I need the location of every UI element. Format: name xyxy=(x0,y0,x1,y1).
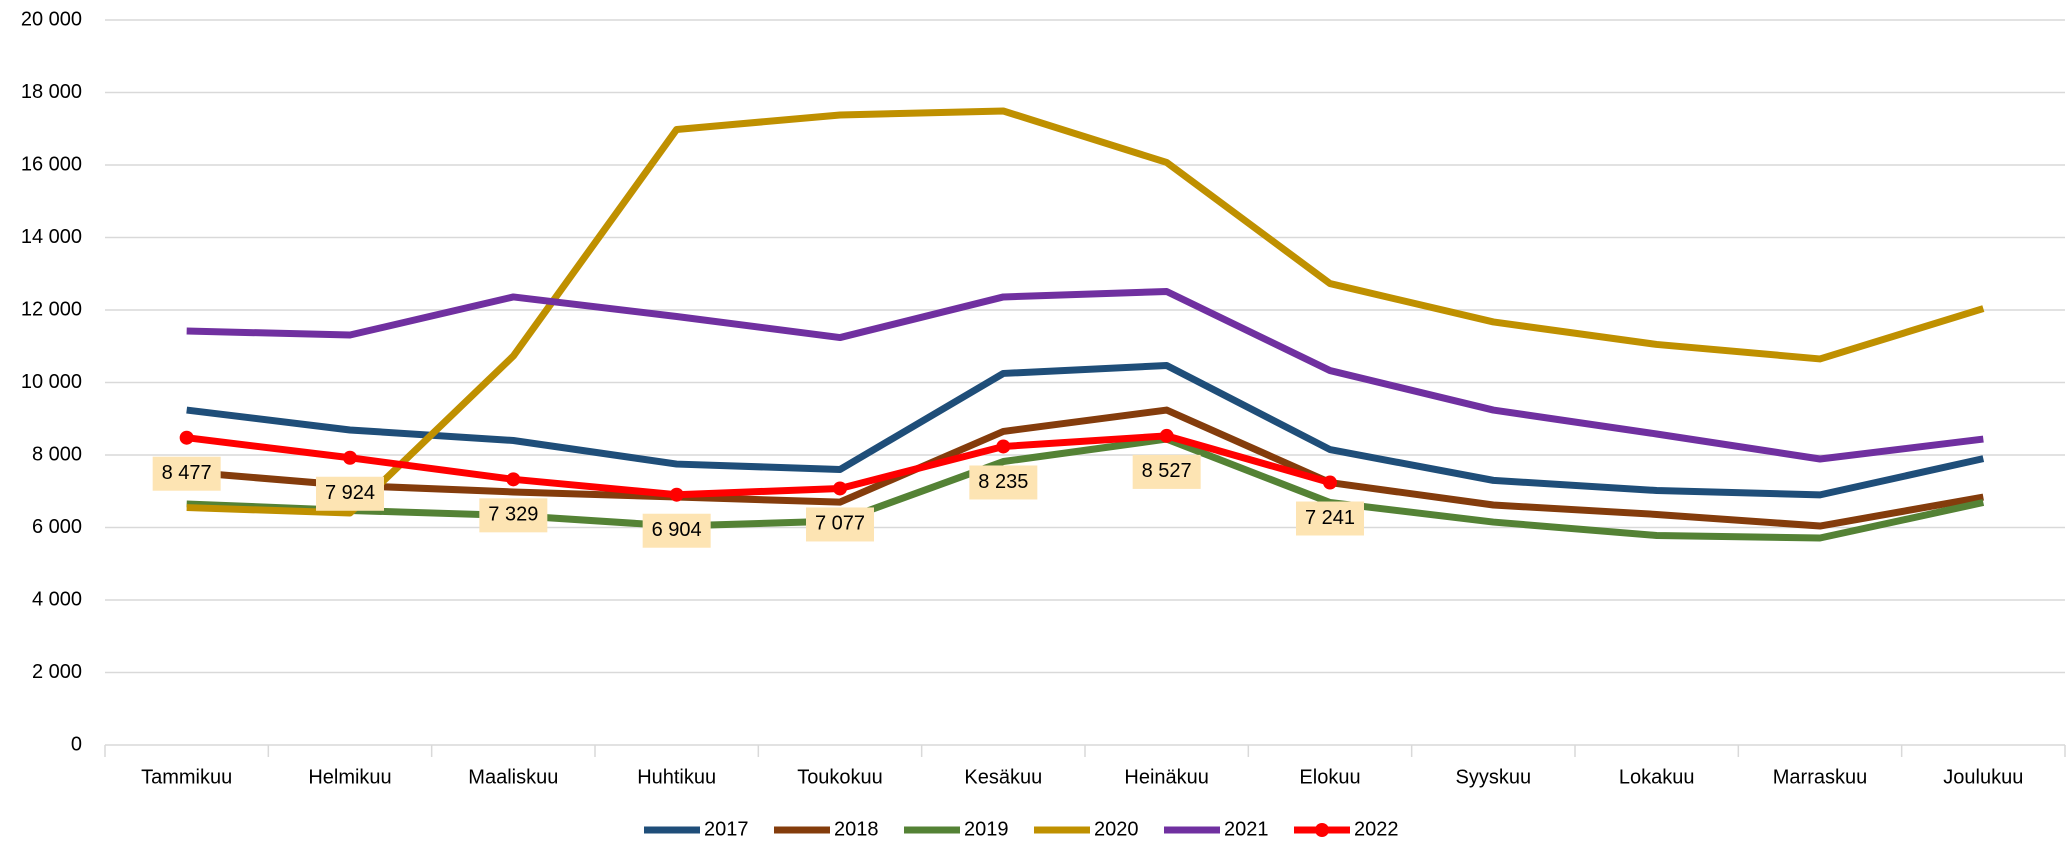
x-tick-label: Heinäkuu xyxy=(1124,766,1209,788)
data-label: 7 241 xyxy=(1305,507,1355,529)
data-label: 8 477 xyxy=(162,462,212,484)
y-tick-label: 16 000 xyxy=(21,153,82,175)
series-line xyxy=(186,432,1331,499)
legend-label: 2017 xyxy=(704,818,749,840)
x-tick-label: Kesäkuu xyxy=(964,766,1042,788)
data-label-box xyxy=(642,513,711,548)
point xyxy=(506,472,521,487)
y-tick-label: 2 000 xyxy=(32,661,82,683)
x-tick-label: Huhtikuu xyxy=(637,766,716,788)
legend-label: 2022 xyxy=(1354,818,1399,840)
x-tick-label: Toukokuu xyxy=(797,766,883,788)
legend-item: 2017 xyxy=(644,818,749,840)
data-label-box xyxy=(152,456,221,491)
x-tick-label: Tammikuu xyxy=(141,766,232,788)
data-label: 8 235 xyxy=(978,471,1028,493)
y-tick-label: 4 000 xyxy=(32,588,82,610)
data-label: 7 329 xyxy=(488,504,538,526)
data-label-box xyxy=(969,465,1038,500)
x-tick-label: Marraskuu xyxy=(1773,766,1867,788)
legend-item: 2018 xyxy=(774,818,879,840)
x-tick-label: Helmikuu xyxy=(308,766,391,788)
legend-item: 2020 xyxy=(1034,818,1139,840)
data-label: 6 904 xyxy=(652,519,702,541)
point xyxy=(1159,428,1174,443)
legend-item: 2021 xyxy=(1164,818,1269,840)
legend-label: 2019 xyxy=(964,818,1009,840)
data-label: 7 077 xyxy=(815,513,865,535)
point xyxy=(833,481,847,496)
y-tick-label: 20 000 xyxy=(21,8,82,30)
point xyxy=(179,430,194,445)
series-line xyxy=(186,361,1985,499)
point xyxy=(996,439,1011,454)
y-tick-label: 14 000 xyxy=(21,226,82,248)
y-tick-label: 10 000 xyxy=(21,371,82,393)
legend-item: 2019 xyxy=(904,818,1009,840)
y-tick-label: 0 xyxy=(71,733,82,755)
point xyxy=(343,450,357,465)
legend-label: 2020 xyxy=(1094,818,1139,840)
data-label-box xyxy=(479,498,548,533)
series-line xyxy=(186,406,1984,530)
y-tick-label: 6 000 xyxy=(32,516,82,538)
legend-label: 2021 xyxy=(1224,818,1269,840)
y-tick-label: 8 000 xyxy=(32,443,82,465)
point xyxy=(1323,475,1337,490)
data-label: 7 924 xyxy=(325,482,375,504)
legend-marker xyxy=(1315,823,1329,837)
x-tick-label: Syyskuu xyxy=(1456,766,1532,788)
data-label-box xyxy=(1132,454,1201,489)
data-label-box xyxy=(1296,501,1364,536)
x-tick-label: Joulukuu xyxy=(1943,766,2023,788)
x-tick-label: Maaliskuu xyxy=(468,766,558,788)
series-line xyxy=(186,288,1984,463)
point xyxy=(669,487,684,502)
series-line xyxy=(186,107,1985,517)
y-tick-label: 12 000 xyxy=(21,298,82,320)
data-label-box xyxy=(316,476,384,511)
data-label-box xyxy=(806,507,874,542)
y-tick-label: 18 000 xyxy=(21,81,82,103)
data-label: 8 527 xyxy=(1142,460,1192,482)
x-tick-label: Lokakuu xyxy=(1619,766,1695,788)
legend-item: 2022 xyxy=(1294,818,1399,840)
x-tick-label: Elokuu xyxy=(1299,766,1360,788)
legend-label: 2018 xyxy=(834,818,879,840)
